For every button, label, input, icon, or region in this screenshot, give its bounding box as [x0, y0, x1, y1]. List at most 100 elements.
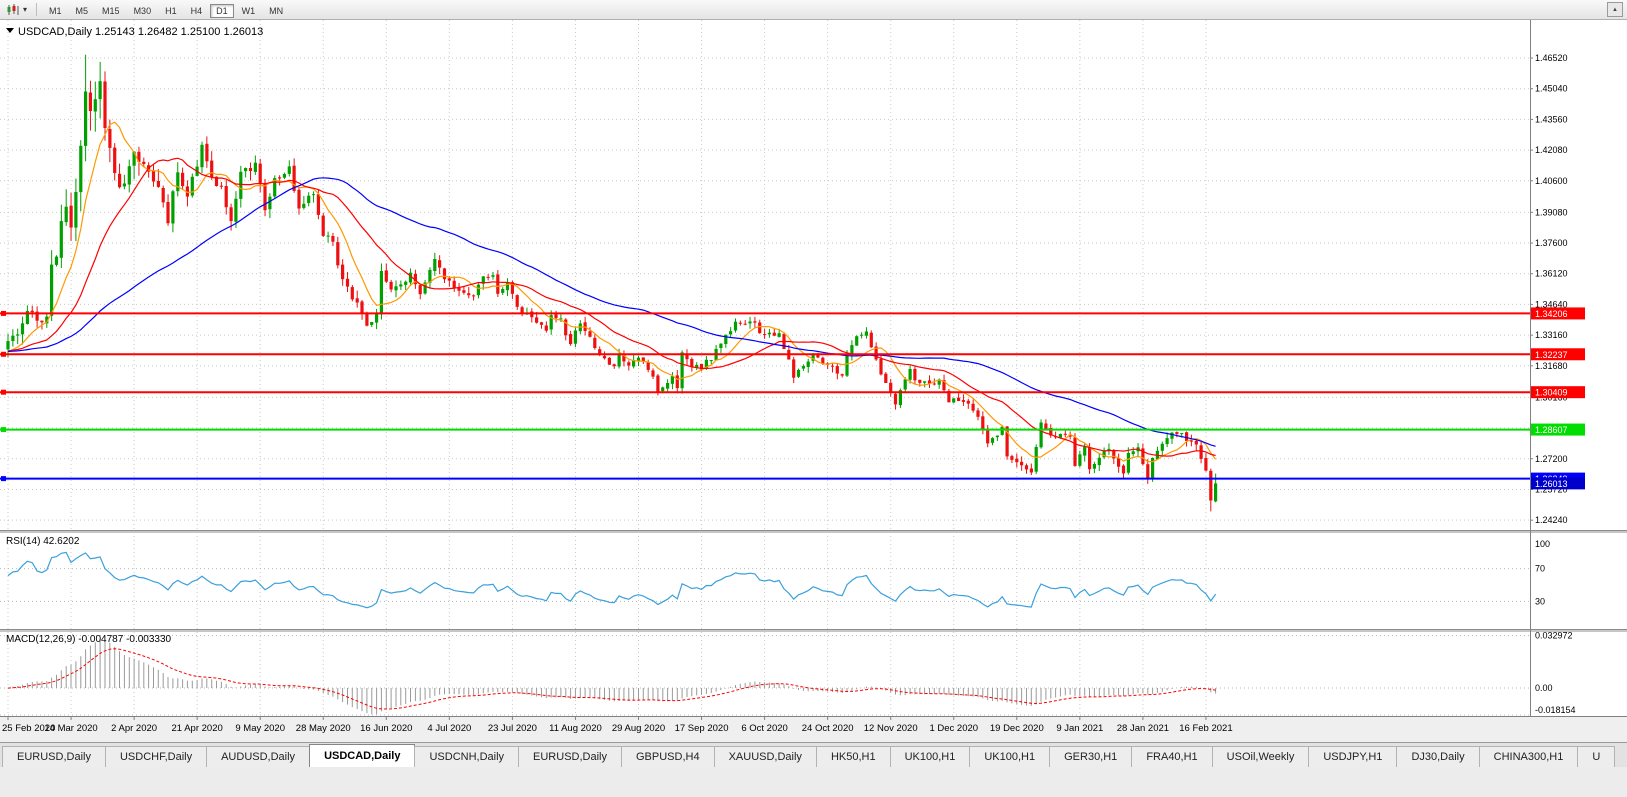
svg-text:1.39080: 1.39080 — [1535, 207, 1568, 217]
date-label: 9 May 2020 — [235, 723, 285, 734]
chart-area[interactable]: 1.46520 1.45040 1.43560 1.42080 1.40600 1.390… — [0, 20, 1627, 742]
svg-text:1.46520: 1.46520 — [1535, 53, 1568, 63]
tab-ger30-h1[interactable]: GER30,H1 — [1049, 746, 1133, 767]
tab-xauusd-daily[interactable]: XAUUSD,Daily — [713, 746, 817, 767]
rsi-label: RSI(14) 42.6202 — [6, 536, 80, 547]
date-label: 21 Apr 2020 — [172, 723, 223, 734]
date-label: 14 Mar 2020 — [44, 723, 97, 734]
tab-uk100-h1[interactable]: UK100,H1 — [889, 746, 971, 767]
svg-text:-0.018154: -0.018154 — [1535, 705, 1576, 715]
timeframe-button-m15[interactable]: M15 — [96, 4, 126, 18]
tab-usdchf-daily[interactable]: USDCHF,Daily — [104, 746, 208, 767]
tab-usdcad-daily[interactable]: USDCAD,Daily — [309, 744, 416, 767]
date-label: 16 Jun 2020 — [360, 723, 412, 734]
date-label: 6 Oct 2020 — [741, 723, 787, 734]
svg-text:1.30409: 1.30409 — [1535, 388, 1568, 398]
date-label: 16 Feb 2021 — [1179, 723, 1232, 734]
tab-eurusd-daily[interactable]: EURUSD,Daily — [518, 746, 622, 767]
svg-text:1.36120: 1.36120 — [1535, 269, 1568, 279]
price-axis[interactable]: 1.46520 1.45040 1.43560 1.42080 1.40600 1.390… — [1530, 53, 1576, 715]
tab-audusd-daily[interactable]: AUDUSD,Daily — [206, 746, 311, 767]
horizontal-lines-layer: 1.342061.322371.304091.286071.262431.260… — [0, 307, 1585, 490]
chart-header: USDCAD,Daily 1.25143 1.26482 1.25100 1.2… — [6, 26, 263, 38]
date-label: 2 Apr 2020 — [111, 723, 157, 734]
date-label: 24 Oct 2020 — [802, 723, 854, 734]
hline-1.28607[interactable]: 1.28607 — [0, 423, 1585, 436]
macd-label: MACD(12,26,9) -0.004787 -0.003330 — [6, 634, 172, 645]
chart-type-dropdown-icon[interactable]: ▾ — [23, 5, 28, 14]
macd-layer — [7, 639, 1217, 715]
date-label: 9 Jan 2021 — [1056, 723, 1103, 734]
rsi-line-layer — [7, 551, 1217, 609]
ma-55 — [7, 177, 1216, 447]
timeframe-button-mn[interactable]: MN — [263, 4, 289, 18]
date-label: 29 Aug 2020 — [612, 723, 665, 734]
tab-usoil-weekly[interactable]: USOil,Weekly — [1211, 746, 1310, 767]
date-label: 28 May 2020 — [296, 723, 351, 734]
svg-text:1.31680: 1.31680 — [1535, 361, 1568, 371]
timeframe-button-m30[interactable]: M30 — [128, 4, 158, 18]
chart-collapse-icon[interactable] — [6, 28, 14, 33]
date-label: 23 Jul 2020 — [488, 723, 537, 734]
svg-text:1.34206: 1.34206 — [1535, 309, 1568, 319]
timeframe-button-d1[interactable]: D1 — [210, 3, 234, 18]
date-label: 1 Dec 2020 — [929, 723, 978, 734]
tab-fra40-h1[interactable]: FRA40,H1 — [1131, 746, 1213, 767]
date-label: 11 Aug 2020 — [549, 723, 602, 734]
bottom-filler — [0, 767, 1627, 797]
tab-usdjpy-h1[interactable]: USDJPY,H1 — [1308, 746, 1398, 767]
svg-text:1.43560: 1.43560 — [1535, 114, 1568, 124]
tab-usdcnh-daily[interactable]: USDCNH,Daily — [414, 746, 520, 767]
toolbar: ▾ M1 M5 M15 M30 H1 H4 D1 W1 MN ▲ — [0, 0, 1627, 20]
date-label: 28 Jan 2021 — [1117, 723, 1169, 734]
tab-eurusd-daily[interactable]: EURUSD,Daily — [2, 746, 106, 767]
tab-china300-h1[interactable]: CHINA300,H1 — [1478, 746, 1579, 767]
chart-title-ohlc: USDCAD,Daily 1.25143 1.26482 1.25100 1.2… — [18, 26, 263, 38]
svg-text:1.27200: 1.27200 — [1535, 454, 1568, 464]
svg-text:30: 30 — [1535, 596, 1545, 606]
timeframe-group: M1 M5 M15 M30 H1 H4 D1 W1 MN — [42, 1, 290, 19]
chart-tab-bar: EURUSD,Daily USDCHF,Daily AUDUSD,Daily USDC… — [0, 742, 1627, 767]
timeframe-button-m1[interactable]: M1 — [43, 4, 68, 18]
svg-text:1.45040: 1.45040 — [1535, 84, 1568, 94]
svg-text:1.42080: 1.42080 — [1535, 145, 1568, 155]
svg-text:0.00: 0.00 — [1535, 683, 1553, 693]
tab-u[interactable]: U — [1577, 746, 1616, 767]
timeframe-button-h1[interactable]: H1 — [159, 4, 183, 18]
tab-uk100-h1[interactable]: UK100,H1 — [969, 746, 1051, 767]
svg-text:1.34640: 1.34640 — [1535, 299, 1568, 309]
date-label: 4 Jul 2020 — [427, 723, 471, 734]
current-price-tag: 1.26013 — [1531, 477, 1585, 490]
hline-1.34206[interactable]: 1.34206 — [0, 307, 1585, 320]
hline-1.30409[interactable]: 1.30409 — [0, 386, 1585, 399]
svg-text:1.25720: 1.25720 — [1535, 484, 1568, 494]
panel-separators — [0, 20, 1627, 717]
svg-text:1.26013: 1.26013 — [1535, 479, 1568, 489]
tab-dj30-daily[interactable]: DJ30,Daily — [1396, 746, 1480, 767]
svg-text:100: 100 — [1535, 539, 1550, 549]
svg-text:1.32237: 1.32237 — [1535, 350, 1568, 360]
tab-hk50-h1[interactable]: HK50,H1 — [815, 746, 891, 767]
chart-type-icon[interactable] — [6, 3, 20, 16]
date-label: 25 Feb 2020 — [2, 723, 55, 734]
timeframe-button-h4[interactable]: H4 — [185, 4, 209, 18]
svg-text:1.40600: 1.40600 — [1535, 176, 1568, 186]
timeframe-button-w1[interactable]: W1 — [236, 4, 262, 18]
svg-text:1.37600: 1.37600 — [1535, 238, 1568, 248]
ma-21 — [7, 157, 1216, 457]
toolbar-separator — [36, 3, 38, 16]
tab-gbpusd-h4[interactable]: GBPUSD,H4 — [621, 746, 715, 767]
svg-text:0.032972: 0.032972 — [1535, 631, 1573, 641]
date-label: 19 Dec 2020 — [990, 723, 1044, 734]
moving-averages-layer — [7, 121, 1217, 463]
scroll-up-button[interactable]: ▲ — [1607, 2, 1623, 17]
candles-layer — [6, 54, 1218, 512]
chart-background — [0, 20, 1627, 742]
timeframe-button-m5[interactable]: M5 — [70, 4, 95, 18]
hline-1.32237[interactable]: 1.32237 — [0, 348, 1585, 361]
date-label: 12 Nov 2020 — [864, 723, 918, 734]
svg-text:1.33160: 1.33160 — [1535, 330, 1568, 340]
date-label: 17 Sep 2020 — [675, 723, 729, 734]
